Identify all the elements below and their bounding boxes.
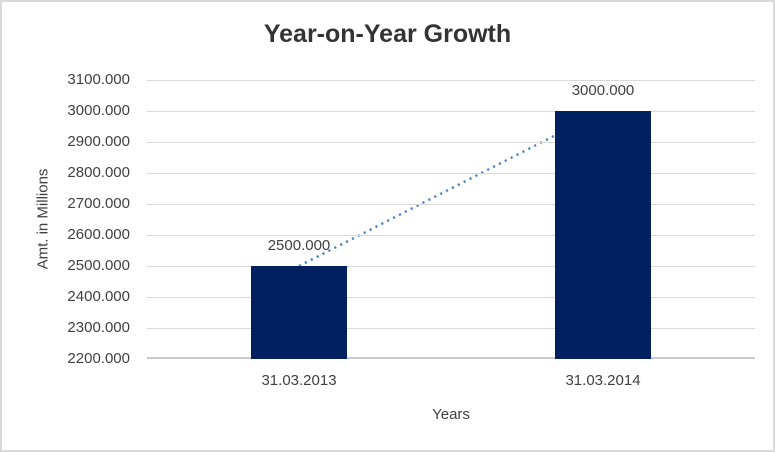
bar	[555, 111, 651, 359]
chart-title: Year-on-Year Growth	[263, 20, 512, 48]
y-tick-label: 2400.000	[67, 288, 130, 305]
gridline	[147, 80, 755, 81]
gridline	[147, 328, 755, 329]
y-tick-label: 2700.000	[67, 195, 130, 212]
x-tick-label: 31.03.2014	[565, 372, 641, 389]
y-tick-label: 2600.000	[67, 226, 130, 243]
gridline	[147, 142, 755, 143]
y-tick-label: 2900.000	[67, 133, 130, 150]
y-tick-label: 3000.000	[67, 102, 130, 119]
gridline	[147, 204, 755, 205]
y-tick-label: 2200.000	[67, 350, 130, 367]
gridline	[147, 235, 755, 236]
x-axis-title: Years	[432, 406, 470, 423]
gridline	[147, 297, 755, 298]
data-label: 3000.000	[571, 82, 635, 99]
y-tick-label: 2300.000	[67, 319, 130, 336]
bar	[251, 266, 347, 359]
y-axis-title: Amt. in Millions	[34, 168, 52, 270]
y-tick-label: 2800.000	[67, 164, 130, 181]
trendline	[298, 109, 604, 268]
gridline	[147, 173, 755, 174]
x-tick-label: 31.03.2013	[261, 372, 337, 389]
gridline	[147, 266, 755, 267]
data-label: 2500.000	[267, 237, 331, 254]
plot-area	[147, 80, 755, 359]
y-tick-label: 3100.000	[67, 71, 130, 88]
gridline	[147, 111, 755, 112]
y-tick-label: 2500.000	[67, 257, 130, 274]
